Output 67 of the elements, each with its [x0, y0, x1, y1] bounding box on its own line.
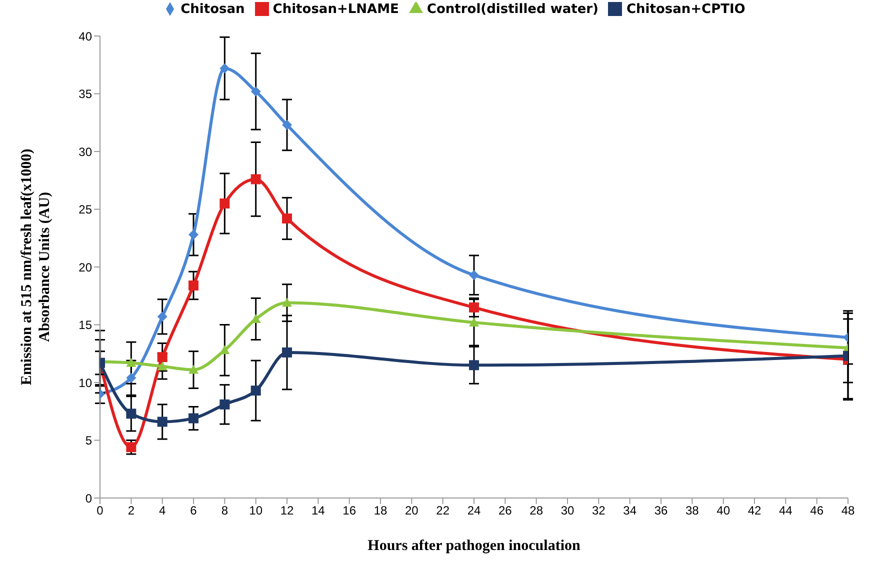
x-tick-label: 34: [623, 504, 637, 518]
y-axis-title: Emission at 515 nm/fresh leaf(x1000) Absorbance Units (AU): [19, 148, 53, 386]
x-tick-label: 28: [530, 504, 544, 518]
y-tick-label: 25: [78, 202, 92, 217]
point: [157, 416, 168, 427]
point: [157, 361, 168, 370]
point: [126, 408, 136, 419]
point: [469, 360, 479, 370]
x-tick-label: 8: [221, 504, 228, 518]
point: [157, 352, 168, 362]
x-tick-label: 18: [374, 504, 388, 518]
y-tick-label: 0: [85, 491, 92, 506]
y-tick-label: 40: [78, 29, 92, 44]
point: [250, 386, 261, 396]
legend-label: Chitosan+CPTIO: [626, 2, 746, 17]
point: [250, 174, 261, 184]
y-tick-label: 10: [78, 376, 92, 390]
x-tick-label: 26: [498, 504, 512, 518]
x-tick-label: 30: [560, 504, 574, 518]
x-tick-label: 46: [810, 504, 824, 518]
point: [126, 372, 136, 383]
point: [282, 298, 292, 307]
x-tick-label: 40: [716, 504, 730, 518]
x-tick-label: 12: [280, 504, 294, 518]
y-tick-label: 30: [78, 144, 92, 159]
point: [469, 317, 479, 326]
point: [282, 347, 292, 358]
y-tick-label: 5: [85, 434, 92, 448]
point: [188, 364, 198, 374]
point: [157, 312, 168, 322]
x-axis-title: Hours after pathogen inoculation: [368, 538, 581, 554]
legend-label: Chitosan: [180, 2, 245, 17]
x-tick-label: 44: [778, 504, 793, 518]
point: [282, 120, 292, 130]
point: [469, 302, 479, 312]
x-tick-label: 16: [342, 504, 356, 518]
x-tick-label: 48: [841, 504, 855, 518]
point: [126, 442, 136, 452]
legend-label: Chitosan+LNAME: [272, 2, 399, 17]
x-tick-label: 24: [467, 504, 481, 518]
y-tick-label: 20: [78, 260, 92, 274]
x-tick-label: 36: [654, 504, 668, 518]
point: [220, 345, 230, 354]
x-tick-label: 2: [128, 504, 135, 518]
point: [220, 63, 230, 74]
x-tick-label: 0: [96, 504, 104, 518]
x-tick-label: 42: [748, 504, 762, 518]
y-tick-label: 15: [78, 318, 92, 332]
x-tick-label: 32: [592, 504, 606, 518]
point: [469, 270, 479, 280]
x-tick-label: 4: [158, 504, 166, 518]
point: [188, 280, 198, 290]
point: [220, 198, 230, 208]
x-tick-label: 14: [311, 504, 326, 518]
point: [188, 230, 198, 240]
point: [250, 86, 261, 96]
point: [126, 358, 136, 367]
point: [220, 399, 230, 410]
x-tick-label: 20: [404, 504, 419, 518]
point: [188, 413, 198, 424]
x-tick-label: 22: [436, 504, 450, 518]
legend-label: Control(distilled water): [426, 2, 598, 17]
x-tick-label: 6: [190, 504, 198, 518]
point: [282, 213, 292, 224]
y-tick-label: 35: [78, 87, 92, 102]
x-tick-label: 10: [249, 504, 263, 518]
x-tick-label: 38: [685, 504, 700, 518]
